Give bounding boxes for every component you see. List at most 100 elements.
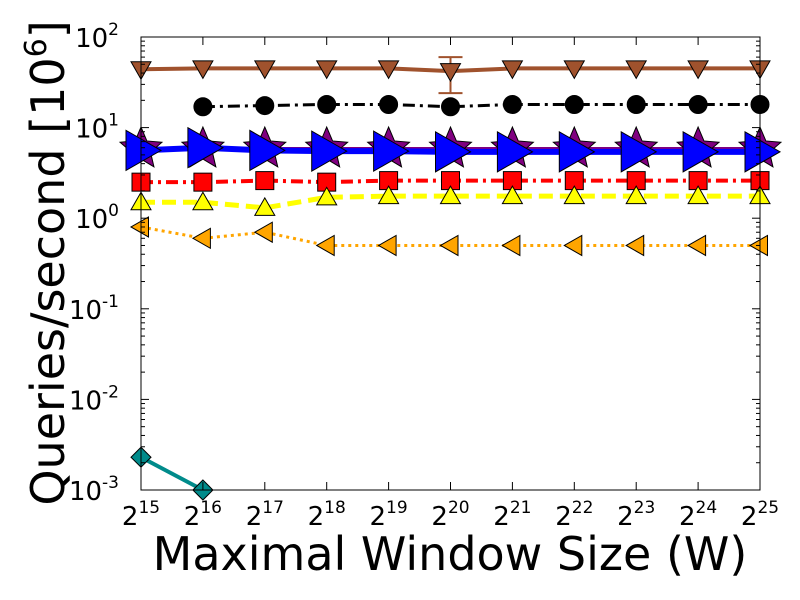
data-point (192, 60, 214, 80)
data-point (625, 185, 648, 205)
y-tick-label: 10-2 (69, 382, 119, 416)
x-tick-label-base: 2 (431, 502, 448, 532)
data-point (558, 130, 596, 173)
data-point (563, 185, 586, 205)
y-tick-label-base: 10 (69, 477, 102, 507)
y-axis-label-unit-close: ] (21, 20, 75, 38)
data-point (564, 94, 584, 114)
data-point (315, 234, 335, 257)
data-point (193, 97, 213, 117)
y-axis-label-unit-exp: 6 (19, 38, 54, 57)
data-point (687, 60, 709, 80)
series-line (141, 455, 204, 490)
data-point (439, 63, 462, 83)
data-point (377, 60, 400, 80)
data-point (439, 234, 459, 257)
y-tick-label-base: 10 (69, 386, 102, 416)
data-point (744, 130, 782, 173)
y-tick-label: 101 (75, 111, 119, 145)
x-tick-label-exponent: 22 (572, 498, 594, 518)
x-tick-label-exponent: 21 (510, 498, 532, 518)
x-tick-label-exponent: 16 (200, 498, 222, 518)
y-tick-label: 10-3 (69, 473, 119, 507)
y-tick-label-exponent: -1 (102, 292, 119, 312)
x-tick-label-base: 2 (308, 502, 325, 532)
data-point (501, 60, 524, 80)
x-tick-label: 224 (679, 498, 717, 532)
x-tick-label: 218 (308, 498, 346, 532)
data-point (563, 234, 583, 257)
y-axis-label-text: Queries/second (21, 134, 75, 506)
y-tick-label-exponent: -2 (102, 382, 119, 402)
y-tick-label-base: 10 (75, 115, 108, 145)
x-tick-label-exponent: 24 (696, 498, 718, 518)
data-point (129, 216, 149, 238)
x-tick-label-base: 2 (370, 502, 387, 532)
data-point (501, 185, 524, 205)
x-tick-label-base: 2 (617, 502, 634, 532)
y-tick-label-exponent: 0 (108, 201, 119, 221)
data-point (496, 130, 534, 173)
data-point (255, 96, 275, 116)
series-line (141, 225, 760, 247)
data-point (187, 126, 224, 169)
x-tick-label-base: 2 (246, 502, 263, 532)
x-tick-label-exponent: 15 (138, 498, 160, 518)
x-axis: 215 216 217 218 219 220 221 222 223 224 225 (122, 37, 779, 532)
x-tick-label-exponent: 18 (324, 498, 346, 518)
data-point (441, 97, 460, 117)
y-axis-label: Queries/second [106] (19, 20, 75, 505)
data-point (315, 60, 338, 80)
data-point (687, 234, 707, 257)
series-line (141, 193, 760, 211)
y-tick-label-exponent: 2 (108, 20, 119, 40)
y-tick-label: 100 (75, 201, 119, 235)
data-point (373, 130, 410, 172)
data-point (501, 234, 521, 257)
x-axis-label: Maximal Window Size (W) (153, 527, 748, 581)
data-point (192, 191, 214, 211)
y-tick-label-base: 10 (75, 205, 108, 235)
y-tick-label-exponent: 1 (108, 111, 119, 131)
data-point (317, 94, 337, 114)
series-line (202, 102, 760, 109)
x-tick-label: 219 (370, 498, 408, 532)
x-tick-label: 217 (246, 498, 284, 532)
x-tick-label: 222 (555, 498, 593, 532)
data-point (249, 129, 286, 172)
y-tick-label-base: 10 (69, 296, 102, 326)
x-tick-label-base: 2 (679, 502, 696, 532)
x-tick-label-base: 2 (741, 502, 758, 532)
data-point (253, 60, 276, 80)
x-tick-label: 221 (493, 498, 531, 532)
x-tick-label: 215 (122, 498, 160, 532)
data-point (688, 94, 708, 114)
x-tick-label-base: 2 (122, 502, 139, 532)
x-tick-label: 216 (184, 498, 222, 532)
x-tick-label-base: 2 (555, 502, 572, 532)
data-point (625, 234, 645, 257)
data-point (620, 130, 658, 173)
y-tick-label: 10-1 (69, 292, 119, 326)
data-point (253, 221, 273, 244)
y-tick-label-exponent: -3 (102, 473, 119, 493)
data-point (687, 185, 709, 205)
data-point (626, 94, 646, 114)
x-tick-label-exponent: 23 (634, 498, 656, 518)
data-point (255, 171, 275, 191)
y-axis-label-unit-base: [10 (21, 57, 75, 133)
x-tick-label: 225 (741, 498, 779, 532)
x-tick-label-base: 2 (184, 502, 201, 532)
data-point (502, 94, 522, 114)
data-point (315, 186, 338, 206)
data-point (682, 130, 720, 173)
x-tick-label: 220 (431, 498, 469, 532)
data-point (439, 185, 462, 205)
data-point (435, 130, 472, 173)
data-point (193, 172, 213, 192)
x-tick-label-exponent: 19 (386, 498, 408, 518)
data-point (377, 234, 397, 257)
x-tick-label-exponent: 25 (757, 498, 779, 518)
